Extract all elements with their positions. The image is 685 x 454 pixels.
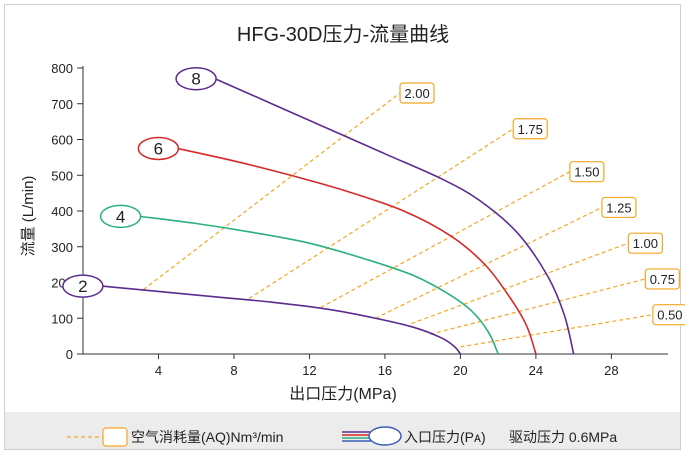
air-consumption-box xyxy=(644,268,680,290)
y-tick-label: 400 xyxy=(51,204,73,219)
air-consumption-label: 1.25 xyxy=(606,200,631,215)
air-consumption-label: 1.75 xyxy=(518,122,543,137)
x-tick-label: 4 xyxy=(155,363,162,378)
y-tick-label: 0 xyxy=(66,347,73,362)
pressure-curve-6 xyxy=(177,147,537,355)
y-tick-label: 600 xyxy=(51,133,73,148)
pressure-curves xyxy=(101,77,575,355)
y-tick-label: 300 xyxy=(51,240,73,255)
y-axis-label: 流量 (L/min) xyxy=(20,176,37,257)
inlet-pressure-badge-4 xyxy=(99,204,142,229)
air-consumption-box xyxy=(601,196,637,219)
air-consumption-line xyxy=(143,92,401,291)
air-consumption-label: 1.50 xyxy=(574,165,599,180)
legend-air-box xyxy=(102,427,128,447)
legend: 空气消耗量(AQ)Nm³/min 入口压力(Pᴀ) 驱动压力 0.6MPa xyxy=(67,426,617,447)
inlet-pressure-badge-8 xyxy=(175,66,217,91)
x-tick-label: 24 xyxy=(529,363,543,378)
air-consumption-box xyxy=(399,82,435,104)
inlet-pressure-label: 2 xyxy=(78,277,87,296)
air-consumption-line xyxy=(375,206,603,319)
air-consumption-lines: 2.00 1.75 1.50 1.25 1.00 0.75 0.50 xyxy=(143,82,685,348)
x-axis-label: 出口压力(MPa) xyxy=(289,385,397,403)
air-consumption-box xyxy=(512,118,548,140)
y-tick-label: 800 xyxy=(51,61,73,76)
x-tick-label: 16 xyxy=(378,363,392,378)
pressure-curve-8 xyxy=(214,77,575,355)
inlet-pressure-label: 6 xyxy=(154,139,163,158)
air-consumption-box xyxy=(652,304,685,326)
air-consumption-line xyxy=(248,128,514,300)
air-consumption-label: 0.75 xyxy=(650,272,675,287)
air-consumption-line xyxy=(430,278,646,335)
air-consumption-label: 0.50 xyxy=(657,308,682,323)
air-consumption-box xyxy=(627,232,663,254)
inlet-pressure-badge-6 xyxy=(137,136,180,161)
x-tick-label: 28 xyxy=(604,363,618,378)
x-tick-label: 8 xyxy=(230,363,237,378)
x-tick-label: 20 xyxy=(453,363,467,378)
air-consumption-label: 2.00 xyxy=(404,86,429,101)
air-consumption-label: 1.00 xyxy=(633,236,658,251)
inlet-pressure-label: 8 xyxy=(191,70,200,89)
y-tick-label: 700 xyxy=(51,97,73,112)
air-consumption-box xyxy=(569,161,605,183)
inlet-pressure-label: 4 xyxy=(116,207,125,226)
legend-drive-label: 驱动压力 0.6MPa xyxy=(509,429,617,445)
chart-title: HFG-30D压力-流量曲线 xyxy=(237,23,449,46)
air-consumption-line xyxy=(411,242,629,325)
inlet-pressure-badge-2 xyxy=(62,274,104,298)
legend-inlet-label: 入口压力(Pᴀ) xyxy=(404,429,486,445)
x-tick-label: 12 xyxy=(302,363,316,378)
pressure-curve-2 xyxy=(101,285,462,355)
legend-inlet-ellipse xyxy=(368,426,402,446)
legend-air-label: 空气消耗量(AQ)Nm³/min xyxy=(131,429,283,445)
y-tick-label: 500 xyxy=(51,168,73,183)
air-consumption-line xyxy=(320,171,571,309)
curve-labels: 8 6 4 2 xyxy=(62,66,217,298)
y-tick-label: 100 xyxy=(51,311,73,326)
pressure-curve-4 xyxy=(139,215,499,355)
air-consumption-line xyxy=(460,314,654,348)
